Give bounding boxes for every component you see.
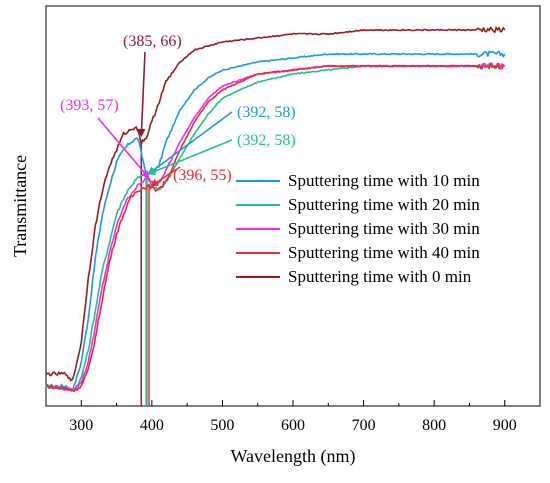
annotation-label: (396, 55) — [173, 167, 232, 184]
legend-label: Sputtering time with 10 min — [288, 171, 480, 190]
legend-label: Sputtering time with 30 min — [288, 219, 480, 238]
axes: 300 400 500 600 700 800 900 — [45, 5, 541, 434]
axis-labels: Wavelength (nm) Transmittance — [10, 155, 356, 467]
annotation-label: (392, 58) — [237, 132, 296, 149]
legend-label: Sputtering time with 20 min — [288, 195, 480, 214]
marker-lines — [140, 142, 150, 406]
legend-label: Sputtering time with 40 min — [288, 243, 480, 262]
series-line — [45, 26, 506, 382]
legend: Sputtering time with 10 min Sputtering ti… — [236, 171, 480, 286]
x-tick-label: 500 — [210, 417, 234, 434]
annotation-label: (385, 66) — [123, 33, 182, 50]
series-lines — [45, 26, 506, 393]
annotation-arrow — [150, 166, 181, 187]
x-tick-label: 300 — [69, 417, 93, 434]
annotations: (385, 66) (393, 57) (392, 58) (392, 58) (396… — [60, 33, 296, 187]
x-tick-label: 600 — [281, 417, 305, 434]
annotation-arrow — [137, 51, 146, 137]
legend-label: Sputtering time with 0 min — [288, 267, 472, 286]
annotation-label: (392, 58) — [237, 104, 296, 121]
annotation-arrow — [147, 139, 233, 176]
series-line — [45, 62, 505, 392]
x-axis-label: Wavelength (nm) — [230, 446, 355, 467]
y-axis-label: Transmittance — [10, 155, 30, 257]
series-line — [45, 50, 506, 392]
x-tick-label: 400 — [140, 417, 164, 434]
annotation-label: (393, 57) — [60, 97, 119, 114]
annotation-arrow — [97, 117, 150, 179]
x-tick-label: 700 — [352, 417, 376, 434]
annotation-arrow — [147, 111, 233, 175]
x-tick-label: 900 — [493, 417, 517, 434]
x-tick-label: 800 — [422, 417, 446, 434]
